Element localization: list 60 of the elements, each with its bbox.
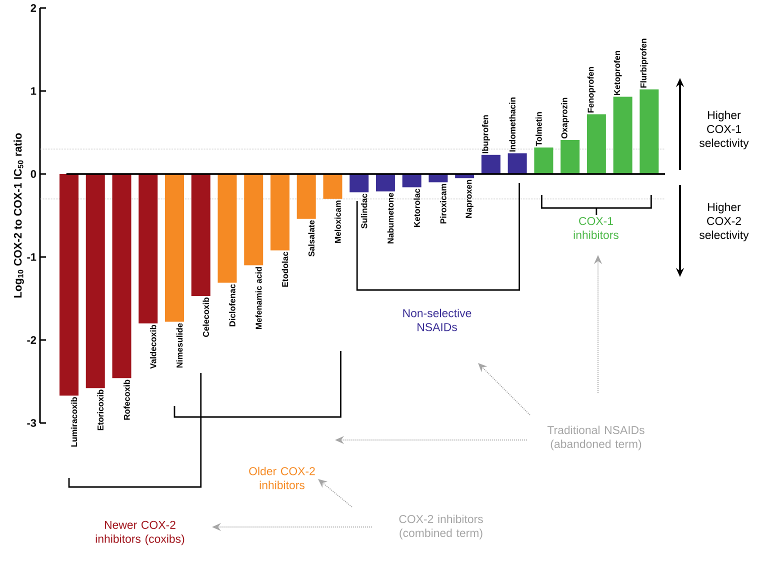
- x-tick-label: Etodolac: [282, 252, 288, 287]
- x-tick-label: Nimesulide: [176, 323, 183, 368]
- annotation: Non-selective NSAIDs: [403, 308, 472, 332]
- x-tick-label: Fenoprofen: [587, 67, 596, 112]
- y-tick-label: -1: [27, 253, 36, 261]
- y-tick-label: 2: [30, 4, 36, 12]
- bar: [270, 174, 290, 250]
- annotation: COX-1 inhibitors: [574, 216, 619, 240]
- x-tick-label: Lumiracoxib: [70, 397, 78, 447]
- bar: [218, 174, 237, 283]
- bar: [164, 174, 184, 322]
- x-tick-label: Rofecoxib: [124, 380, 130, 420]
- bar: [296, 174, 316, 219]
- x-tick-label: Meloxicam: [334, 200, 341, 243]
- x-tick-label: Diclofenac: [229, 284, 236, 326]
- bar: [402, 174, 422, 188]
- x-tick-label: Flurbiprofen: [640, 38, 648, 88]
- text: Higher COX-2 selectivity: [699, 202, 749, 242]
- x-tick-label: Etoricoxib: [97, 390, 104, 430]
- bar: [350, 174, 369, 192]
- bar: [481, 154, 500, 174]
- bar: [60, 174, 79, 396]
- x-tick-label: Naproxen: [466, 180, 474, 218]
- x-tick-label: Ibuprofen: [482, 115, 490, 154]
- bar: [640, 89, 659, 174]
- bar: [534, 147, 554, 174]
- y-tick-label: -2: [27, 336, 36, 344]
- x-tick-label: Piroxicam: [440, 184, 446, 224]
- text: Older COX-2 inhibitors: [249, 466, 315, 490]
- x-tick-label: Mefenamic acid: [255, 267, 262, 330]
- bar: [613, 96, 632, 174]
- bar: [586, 114, 606, 174]
- x-tick-label: Indomethacin: [509, 98, 516, 152]
- text: COX-2 inhibitors (combined term): [399, 514, 483, 540]
- x-tick-label: Tolmetin: [536, 112, 542, 146]
- x-tick-label: Ketorolac: [414, 188, 420, 227]
- text: Traditional NSAIDs (abandoned term): [547, 426, 644, 450]
- y-tick-label: 0: [30, 170, 36, 178]
- y-tick-label: 1: [31, 87, 36, 95]
- x-tick-label: Celecoxib: [202, 298, 209, 337]
- bar: [86, 174, 105, 388]
- y-tick-label: -3: [27, 419, 36, 427]
- bar: [323, 174, 342, 199]
- x-tick-label: Salsalate: [308, 220, 314, 256]
- x-tick-label: Sulindac: [360, 194, 368, 228]
- bar: [138, 174, 158, 324]
- x-tick-label: Nabumetone: [387, 192, 394, 244]
- bar: [191, 174, 210, 296]
- bar: [112, 174, 132, 378]
- bar: [376, 174, 395, 192]
- bar: [508, 153, 527, 174]
- text: Higher COX-1 selectivity: [699, 110, 749, 150]
- x-tick-label: Ketoprofen: [614, 50, 622, 96]
- bar: [244, 174, 264, 266]
- x-tick-label: Oxaprozin: [561, 98, 570, 138]
- bar: [560, 140, 580, 174]
- text: Newer COX-2 inhibitors (coxibs): [96, 520, 184, 546]
- x-tick-label: Valdecoxib: [150, 324, 156, 369]
- y-axis-title: Log$_{10}$ COX-2 to COX-1 IC$_{50}$ ratio: [14, 133, 24, 298]
- bar: [428, 174, 448, 182]
